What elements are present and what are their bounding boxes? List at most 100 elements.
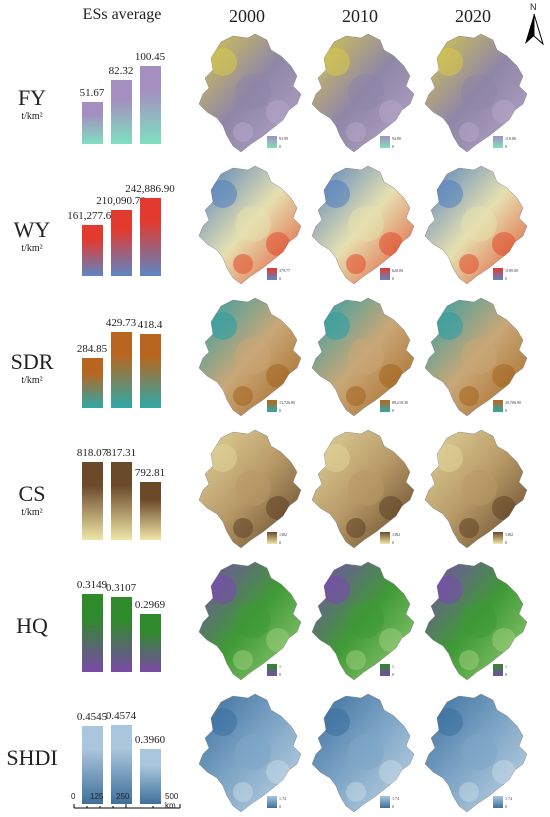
legend-max: 1.74	[505, 796, 512, 801]
bar-wy-2010	[111, 209, 132, 276]
bar-fy-2000	[82, 102, 103, 144]
bar-value-label: 0.3107	[105, 581, 137, 594]
legend-color-ramp	[380, 400, 390, 412]
legend-min: 0	[505, 804, 507, 809]
north-arrow-icon	[525, 13, 544, 46]
map-hq-2010	[311, 561, 415, 681]
bar-sdr-2000	[82, 357, 103, 408]
bar-value-label: 792.81	[134, 466, 166, 479]
year-header-2010: 2010	[342, 6, 378, 26]
legend-color-ramp	[267, 268, 277, 280]
row-label-shdi: SHDI	[2, 746, 62, 770]
bar-value-label: 210,090.70	[96, 194, 146, 207]
bar-fy-2010	[111, 80, 132, 144]
legend-min: 0	[505, 672, 507, 677]
bar-value-label: 817.31	[105, 447, 137, 460]
legend-min: 0	[392, 408, 394, 413]
bar-value-label: 51.67	[79, 87, 105, 100]
map-cs-2020	[424, 429, 528, 549]
map-shdi-2000	[198, 693, 302, 813]
bar-sdr-2020	[140, 333, 161, 408]
legend-max: 620.00	[392, 268, 403, 273]
bar-value-label: 418.4	[137, 318, 163, 331]
map-fy-2020	[424, 33, 528, 153]
legend-color-ramp	[267, 136, 277, 148]
bar-value-label: 242,886.90	[125, 183, 175, 196]
row-label-sdr: SDR t/km²	[2, 350, 62, 387]
map-legend: 94.80 0	[380, 136, 414, 149]
scale-bar-line	[73, 804, 181, 809]
north-arrow: N	[522, 2, 548, 46]
legend-color-ramp	[380, 136, 390, 148]
bar-wy-2000	[82, 224, 103, 276]
bar-cs-2020	[140, 481, 161, 540]
bar-value-label: 818.07	[76, 446, 108, 459]
map-wy-2010	[311, 165, 415, 285]
legend-max: 94.80	[392, 136, 401, 141]
year-header-2000: 2000	[229, 6, 265, 26]
year-header-2020: 2020	[455, 6, 491, 26]
legend-min: 0	[279, 408, 281, 413]
service-unit: t/km²	[21, 243, 43, 254]
map-sdr-2000	[198, 297, 302, 417]
bar-hq-2010	[111, 596, 132, 672]
map-sdr-2010	[311, 297, 415, 417]
bar-value-label: 0.3960	[134, 733, 166, 746]
legend-max: 93.99	[279, 136, 288, 141]
legend-min: 0	[505, 276, 507, 281]
map-cs-2000	[198, 429, 302, 549]
bar-value-label: 161,277.60	[67, 209, 117, 222]
legend-color-ramp	[493, 532, 503, 544]
map-legend: 118.86 0	[493, 136, 527, 149]
legend-max: 1.74	[279, 796, 286, 801]
map-legend: 1382 0	[267, 532, 301, 545]
map-legend: 620.00 0	[380, 268, 414, 281]
north-label: N	[530, 2, 537, 12]
map-wy-2000	[198, 165, 302, 285]
map-legend: 13,726.80 0	[267, 400, 301, 413]
legend-max: 13,726.80	[279, 400, 295, 405]
scale-tick-125: 125	[90, 792, 104, 801]
row-label-fy: FY t/km²	[2, 86, 62, 123]
legend-color-ramp	[267, 664, 277, 676]
bar-value-label: 100.45	[134, 50, 166, 63]
service-unit: t/km²	[21, 111, 43, 122]
service-unit: t/km²	[21, 375, 43, 386]
service-name: SHDI	[6, 745, 58, 770]
bar-value-label: 284.85	[76, 342, 108, 355]
map-legend: 1.74 0	[267, 796, 301, 809]
service-name: HQ	[16, 613, 48, 638]
map-fy-2000	[198, 33, 302, 153]
map-legend: 1382 0	[493, 532, 527, 545]
bar-value-label: 0.4574	[105, 709, 137, 722]
legend-min: 0	[392, 540, 394, 545]
legend-max: 1382	[505, 532, 513, 537]
legend-min: 0	[392, 804, 394, 809]
bar-shdi-2000	[82, 725, 103, 804]
legend-min: 0	[392, 672, 394, 677]
legend-max: 118.86	[505, 136, 516, 141]
legend-color-ramp	[493, 268, 503, 280]
bar-sdr-2010	[111, 332, 132, 408]
legend-color-ramp	[380, 796, 390, 808]
legend-color-ramp	[493, 400, 503, 412]
legend-color-ramp	[267, 400, 277, 412]
legend-min: 0	[505, 540, 507, 545]
service-name: CS	[18, 481, 46, 506]
map-legend: 20,706.90 0	[493, 400, 527, 413]
legend-max: 1	[279, 664, 281, 669]
map-legend: 88,218.30 0	[380, 400, 414, 413]
legend-color-ramp	[493, 136, 503, 148]
legend-max: 1.74	[392, 796, 399, 801]
map-hq-2020	[424, 561, 528, 681]
legend-max: 1	[505, 664, 507, 669]
legend-color-ramp	[380, 532, 390, 544]
service-name: FY	[17, 85, 47, 110]
bar-shdi-2020	[140, 748, 161, 804]
bar-value-label: 82.32	[108, 65, 134, 77]
map-legend: 379.77 0	[267, 268, 301, 281]
legend-min: 0	[392, 276, 394, 281]
map-hq-2000	[198, 561, 302, 681]
